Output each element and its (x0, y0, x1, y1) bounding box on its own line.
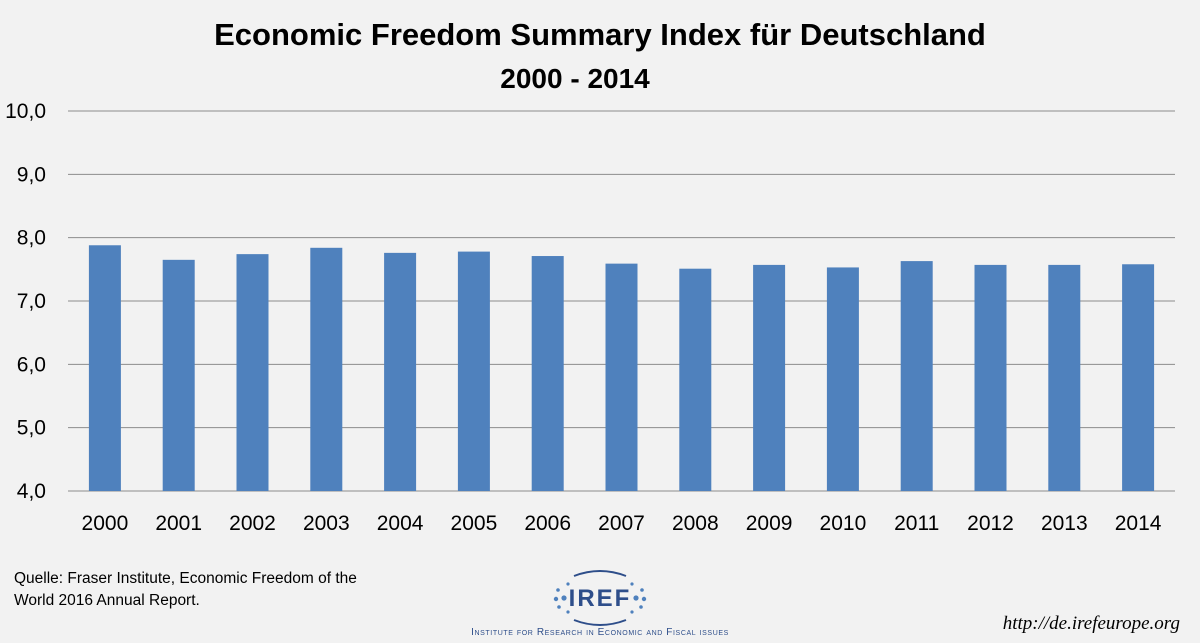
x-tick-label: 2001 (155, 512, 202, 535)
bar-chart: Economic Freedom Summary Index für Deuts… (5, 17, 1175, 535)
source-note: Quelle: Fraser Institute, Economic Freed… (14, 568, 414, 612)
x-axis-ticks: 2000 2001 2002 2003 2004 2005 2006 2007 2008 2009… (82, 512, 1162, 535)
logo-text: IREF (569, 585, 632, 612)
bar (826, 267, 859, 491)
logo-mark (553, 570, 647, 626)
y-tick-label: 9,0 (17, 163, 46, 186)
bar (753, 264, 786, 491)
y-tick-label: 10,0 (5, 100, 46, 123)
bar (974, 264, 1007, 491)
y-tick-label: 7,0 (17, 290, 46, 313)
bar (384, 252, 417, 491)
x-tick-label: 2000 (82, 512, 129, 535)
bar (900, 261, 933, 491)
y-tick-label: 6,0 (17, 353, 46, 376)
chart-subtitle: 2000 - 2014 (500, 63, 650, 94)
x-tick-label: 2005 (451, 512, 498, 535)
y-axis-ticks: 4,0 5,0 6,0 7,0 8,0 9,0 10,0 (5, 100, 46, 503)
y-tick-label: 8,0 (17, 227, 46, 250)
x-tick-label: 2011 (894, 512, 939, 535)
y-tick-label: 4,0 (17, 480, 46, 503)
website-url[interactable]: http://de.irefeurope.org (1002, 613, 1180, 634)
bar (88, 245, 121, 491)
y-tick-label: 5,0 (17, 417, 46, 440)
iref-logo: IREF (553, 570, 647, 626)
bar (605, 263, 638, 491)
x-tick-label: 2003 (303, 512, 350, 535)
bar (310, 247, 343, 491)
bars (88, 245, 1155, 491)
x-tick-label: 2010 (820, 512, 867, 535)
bar (531, 256, 564, 491)
bar (162, 259, 195, 491)
x-tick-label: 2006 (524, 512, 571, 535)
source-line-1: Quelle: Fraser Institute, Economic Freed… (14, 570, 357, 587)
x-tick-label: 2012 (967, 512, 1014, 535)
x-tick-label: 2008 (672, 512, 719, 535)
bar (1122, 264, 1155, 491)
bar (236, 254, 269, 491)
x-tick-label: 2014 (1115, 512, 1162, 535)
logo-tagline: Institute for Research in Economic and F… (471, 627, 729, 638)
chart-title: Economic Freedom Summary Index für Deuts… (214, 17, 986, 52)
source-line-2: World 2016 Annual Report. (14, 592, 200, 609)
x-tick-label: 2002 (229, 512, 276, 535)
bar (1048, 264, 1081, 491)
x-tick-label: 2007 (598, 512, 645, 535)
bar (679, 268, 712, 491)
x-tick-label: 2004 (377, 512, 424, 535)
bar (457, 251, 490, 491)
x-tick-label: 2009 (746, 512, 793, 535)
x-tick-label: 2013 (1041, 512, 1088, 535)
